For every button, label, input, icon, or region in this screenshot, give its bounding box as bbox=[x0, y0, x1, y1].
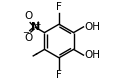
Text: F: F bbox=[56, 70, 61, 80]
Text: OH: OH bbox=[84, 22, 99, 32]
Text: +: + bbox=[34, 20, 41, 29]
Text: OH: OH bbox=[84, 50, 99, 60]
Text: F: F bbox=[56, 2, 61, 12]
Text: O: O bbox=[24, 11, 32, 21]
Text: −: − bbox=[22, 29, 29, 38]
Text: O: O bbox=[24, 33, 32, 43]
Text: N: N bbox=[30, 22, 39, 32]
